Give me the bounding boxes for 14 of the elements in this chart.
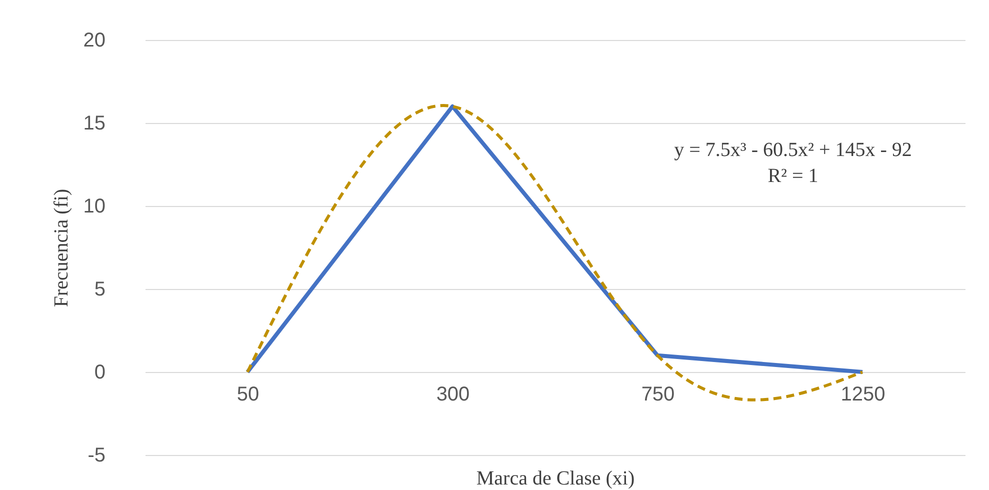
- x-tick-label: 1250: [840, 384, 886, 406]
- x-tick-label: 300: [436, 384, 470, 406]
- y-tick-label: 15: [83, 112, 106, 134]
- x-tick-label: 750: [641, 384, 675, 406]
- y-tick-label: 20: [83, 30, 106, 52]
- y-tick-label: 0: [94, 362, 106, 384]
- y-tick-label: 5: [94, 278, 106, 300]
- y-tick-label: 10: [83, 196, 106, 218]
- y-tick-label: -5: [88, 444, 106, 466]
- x-axis-title: Marca de Clase (xi): [476, 468, 635, 490]
- y-axis-title: Frecuencia (fi): [50, 188, 72, 308]
- annotation: y = 7.5x³ - 60.5x² + 145x - 92: [674, 139, 912, 161]
- x-tick-label: 50: [236, 384, 260, 406]
- annotation: R² = 1: [768, 165, 818, 187]
